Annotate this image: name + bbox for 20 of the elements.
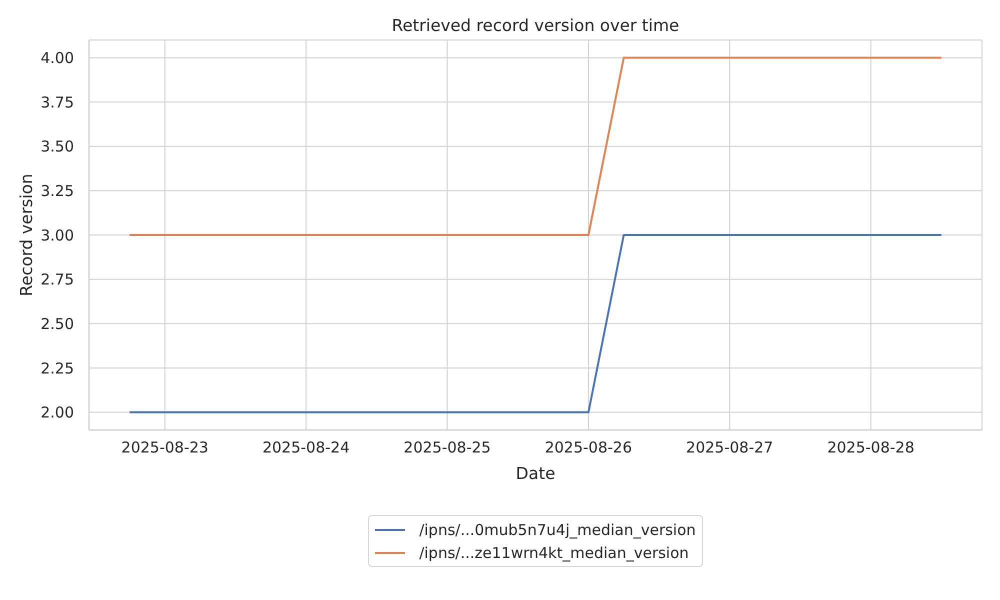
y-tick-label: 2.00 bbox=[40, 404, 74, 422]
y-tick-label: 2.25 bbox=[40, 359, 74, 378]
x-tick-label: 2025-08-28 bbox=[827, 438, 914, 457]
x-tick-label: 2025-08-26 bbox=[544, 438, 632, 457]
x-axis-title: Date bbox=[516, 464, 556, 483]
y-tick-label: 2.50 bbox=[40, 314, 74, 333]
y-tick-label: 2.75 bbox=[40, 270, 74, 289]
y-tick-label: 3.00 bbox=[40, 226, 74, 244]
x-tick-label: 2025-08-23 bbox=[121, 438, 208, 457]
legend-label: /ipns/...ze11wrn4kt_median_version bbox=[419, 544, 689, 562]
x-tick-label: 2025-08-24 bbox=[262, 438, 350, 457]
chart-title: Retrieved record version over time bbox=[390, 16, 680, 36]
y-tick-label: 3.25 bbox=[40, 182, 74, 200]
y-tick-label: 3.50 bbox=[40, 138, 74, 156]
legend-label: /ipns/...0mub5n7u4j_median_version bbox=[419, 520, 696, 538]
y-tick-label: 4.00 bbox=[40, 49, 74, 68]
x-tick-label: 2025-08-27 bbox=[686, 438, 774, 457]
y-tick-label: 3.75 bbox=[40, 93, 74, 112]
x-tick-label: 2025-08-25 bbox=[404, 438, 491, 457]
y-axis-title: Record version bbox=[16, 174, 36, 296]
